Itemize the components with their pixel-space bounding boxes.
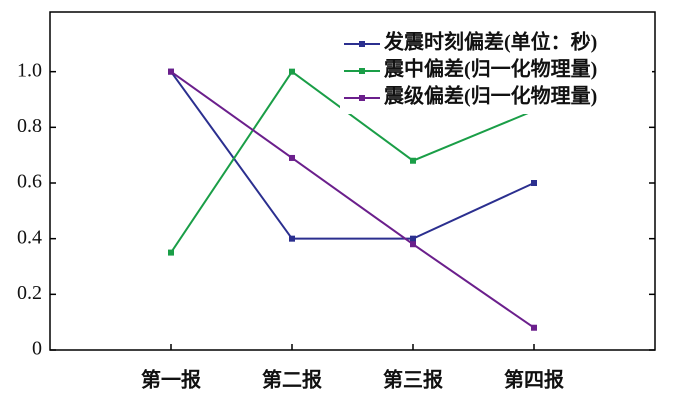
point bbox=[410, 235, 416, 242]
point bbox=[289, 68, 295, 75]
point bbox=[168, 68, 174, 75]
y-tick-label: 1.0 bbox=[17, 59, 42, 81]
legend-marker bbox=[359, 41, 365, 47]
y-tick-label: 0.8 bbox=[17, 115, 42, 137]
legend-marker bbox=[359, 68, 365, 74]
x-tick-label: 第三报 bbox=[383, 368, 443, 392]
point bbox=[289, 154, 295, 161]
point bbox=[531, 324, 537, 331]
point bbox=[410, 241, 416, 248]
line bbox=[170, 70, 535, 254]
line bbox=[170, 70, 535, 329]
legend-label: 震中偏差(归一化物理量) bbox=[384, 57, 597, 81]
plot-frame bbox=[49, 11, 656, 351]
y-tick-label: 0.2 bbox=[17, 282, 42, 304]
point bbox=[531, 180, 537, 186]
legend-marker bbox=[359, 95, 365, 101]
legend-box bbox=[340, 30, 652, 114]
point bbox=[289, 235, 295, 242]
x-tick-label: 第四报 bbox=[504, 368, 564, 392]
x-tick-label: 第一报 bbox=[141, 368, 201, 392]
x-tick-label: 第二报 bbox=[262, 368, 322, 392]
y-tick-label: 0.4 bbox=[17, 226, 42, 248]
point bbox=[168, 249, 174, 256]
legend: 发震时刻偏差(单位：秒) 震中偏差(归一化物理量) 震级偏差(归一化物理量) bbox=[340, 30, 652, 114]
point bbox=[410, 157, 416, 164]
legend-label: 发震时刻偏差(单位：秒) bbox=[383, 30, 597, 54]
line bbox=[170, 71, 535, 240]
y-tick-label: 0 bbox=[32, 338, 42, 360]
legend-label: 震级偏差(归一化物理量) bbox=[384, 84, 597, 108]
y-tick-label: 0.6 bbox=[17, 171, 42, 193]
